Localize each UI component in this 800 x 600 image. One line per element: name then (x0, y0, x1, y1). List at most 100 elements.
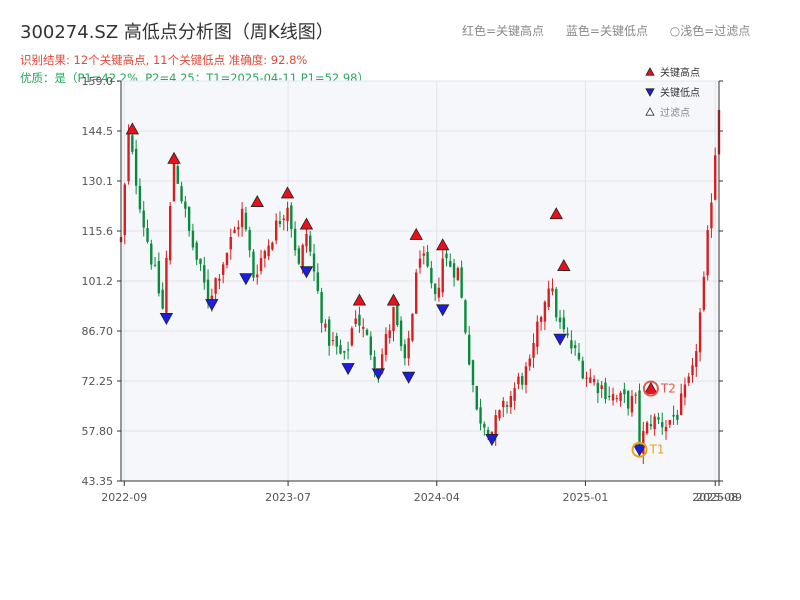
candle-body (520, 376, 524, 385)
key-high-marker (409, 227, 423, 240)
candle-body (399, 320, 403, 347)
key-low-marker (239, 273, 253, 286)
y-tick-label: 159.0 (82, 75, 114, 88)
recognition-result-text: 识别结果: 12个关键高点, 11个关键低点 准确度: 92.8% (20, 53, 308, 67)
candle-body (517, 376, 520, 385)
t2-circle (642, 380, 659, 397)
candle-body (176, 166, 179, 184)
candle-body (668, 419, 671, 425)
candle-body (191, 230, 195, 248)
key-low-marker (159, 312, 174, 326)
candle-body (127, 132, 130, 182)
candle-body (263, 250, 267, 259)
candle-body (547, 288, 550, 307)
candle-body (134, 148, 138, 186)
candle-body (543, 301, 547, 322)
candle-body (638, 390, 641, 449)
key-high-marker (352, 293, 367, 306)
candle-body (558, 317, 562, 323)
legend-marker-filtered (645, 107, 655, 116)
key-high-marker (386, 293, 401, 306)
candle-body (706, 230, 709, 276)
candle-body (498, 410, 501, 419)
candle-body (672, 414, 675, 417)
legend-label-filtered: 过滤点 (660, 106, 690, 119)
candle-body (339, 345, 342, 354)
candle-body (433, 283, 437, 294)
candle-body (388, 330, 391, 338)
candle-body (229, 236, 232, 250)
candle-body (206, 279, 210, 304)
candle-body (396, 303, 399, 326)
candle-body (153, 264, 157, 266)
candle-body (161, 289, 164, 309)
candle-body (157, 260, 161, 294)
candle-body (657, 417, 660, 420)
key-high-marker (644, 381, 658, 394)
candle-body (256, 274, 259, 278)
candle-body (214, 278, 217, 294)
key-low-marker (632, 444, 647, 457)
x-tick-label: 2024-04 (414, 491, 460, 504)
candle-body (225, 252, 229, 266)
candle-body (252, 251, 255, 278)
t2-label: T2 (660, 382, 676, 396)
candle-body (464, 300, 467, 333)
candle-body (172, 162, 176, 202)
candle-body (426, 252, 429, 267)
key-high-marker (280, 186, 295, 199)
candle-body (286, 207, 289, 222)
candle-body (502, 400, 505, 408)
x-tick-label: 2025-01 (562, 491, 608, 504)
candle-body (710, 202, 713, 229)
candle-body (392, 307, 395, 332)
candle-body (142, 210, 145, 228)
key-low-marker (341, 363, 355, 376)
key-high-marker (557, 258, 571, 271)
candle-body (335, 335, 338, 347)
candle-body (237, 227, 240, 230)
key-low-marker (205, 299, 219, 312)
candle-body (380, 354, 384, 374)
candle-body (199, 258, 202, 265)
candle-body (437, 287, 441, 298)
key-low-marker (553, 333, 567, 346)
candle-body (131, 135, 134, 152)
candle-body (418, 258, 422, 268)
candle-body (297, 248, 301, 264)
candle-body (687, 376, 690, 383)
key-low-marker (371, 368, 386, 381)
t1-circle (631, 441, 648, 458)
key-high-marker (549, 207, 563, 220)
candle-body (316, 272, 320, 291)
candle-body (218, 278, 221, 281)
candle-body (679, 393, 683, 415)
candle-body (604, 382, 607, 399)
candle-body (369, 336, 372, 355)
candle-body (309, 235, 312, 252)
candle-body (468, 334, 471, 365)
y-tick-label: 57.80 (82, 425, 114, 438)
candle-body (411, 313, 414, 341)
candle-body (600, 385, 603, 389)
key-high-marker (167, 151, 181, 164)
candle-body (180, 186, 183, 202)
key-low-marker (485, 434, 499, 447)
candle-body (585, 377, 588, 379)
candle-body (524, 366, 528, 385)
chart-title: 300274.SZ 高低点分析图（周K线图） (20, 22, 334, 43)
y-tick-label: 86.70 (82, 325, 114, 338)
candle-body (483, 423, 486, 428)
candle-body (456, 268, 460, 281)
candle-body (449, 261, 452, 267)
candle-body (301, 244, 304, 269)
candle-body (691, 365, 694, 376)
candle-body (513, 388, 516, 401)
candle-body (274, 220, 278, 241)
candle-body (244, 212, 248, 230)
candle-body (581, 360, 584, 379)
candle-body (403, 344, 407, 359)
candle-body (532, 342, 535, 358)
candle-body (445, 253, 448, 259)
